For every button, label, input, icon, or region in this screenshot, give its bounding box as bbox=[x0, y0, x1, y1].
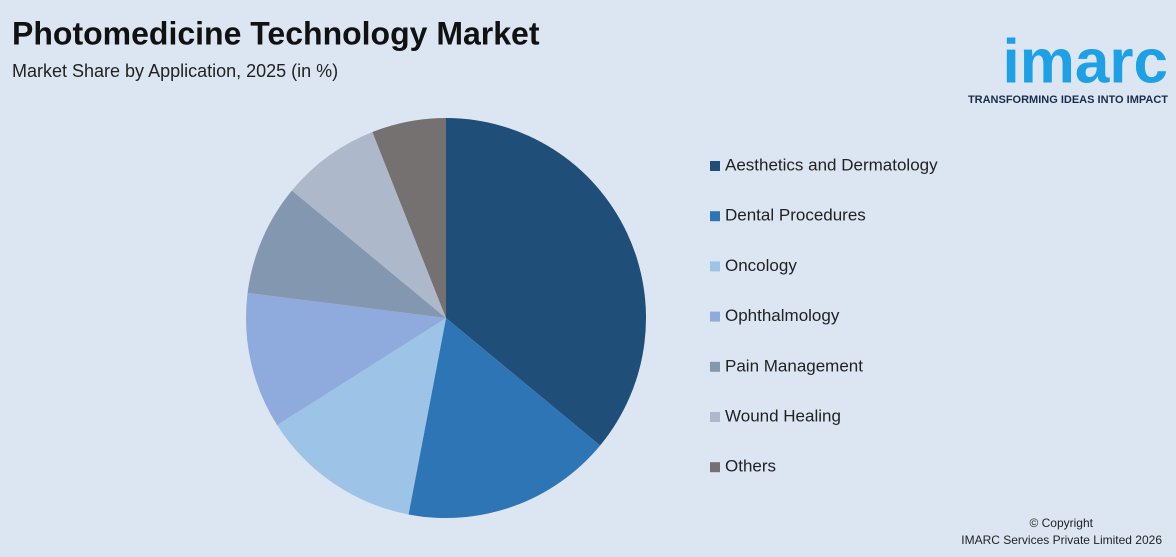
pie-slice bbox=[446, 118, 646, 446]
pie-slice bbox=[277, 318, 446, 515]
legend-label: Others bbox=[725, 457, 776, 476]
legend-swatch bbox=[710, 412, 720, 422]
legend-label: Pain Management bbox=[725, 356, 863, 375]
logo: imarc bbox=[1003, 27, 1168, 96]
copyright: © Copyright bbox=[1029, 516, 1093, 530]
legend-swatch bbox=[710, 261, 720, 272]
legend-label: Dental Procedures bbox=[725, 206, 866, 225]
pie-slice bbox=[246, 292, 446, 426]
legend-swatch bbox=[710, 161, 720, 171]
legend-swatch bbox=[710, 462, 720, 473]
pie-slice bbox=[291, 132, 446, 318]
legend-label: Ophthalmology bbox=[725, 306, 840, 325]
logo-tagline: TRANSFORMING IDEAS INTO IMPACT bbox=[968, 94, 1168, 106]
pie-slice bbox=[408, 318, 601, 518]
pie-slice bbox=[247, 190, 446, 318]
legend-label: Wound Healing bbox=[725, 406, 841, 425]
legend-swatch bbox=[710, 211, 720, 222]
legend-swatch bbox=[710, 361, 720, 372]
chart-title: Photomedicine Technology Market bbox=[12, 15, 540, 51]
pie-slice bbox=[372, 118, 446, 318]
legend-swatch bbox=[710, 311, 720, 322]
chart-subtitle: Market Share by Application, 2025 (in %) bbox=[12, 61, 338, 81]
legend-label: Oncology bbox=[725, 256, 797, 275]
legend-label: Aesthetics and Dermatology bbox=[725, 155, 938, 174]
copyright: IMARC Services Private Limited 2026 bbox=[961, 533, 1162, 547]
